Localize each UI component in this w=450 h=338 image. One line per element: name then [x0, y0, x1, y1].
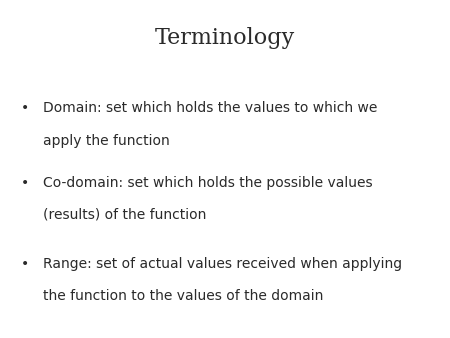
Text: Domain: set which holds the values to which we: Domain: set which holds the values to wh… [43, 101, 377, 115]
Text: •: • [21, 176, 29, 190]
Text: (results) of the function: (results) of the function [43, 208, 206, 222]
Text: apply the function: apply the function [43, 134, 170, 147]
Text: •: • [21, 257, 29, 271]
Text: Range: set of actual values received when applying: Range: set of actual values received whe… [43, 257, 402, 271]
Text: Co-domain: set which holds the possible values: Co-domain: set which holds the possible … [43, 176, 373, 190]
Text: Terminology: Terminology [155, 27, 295, 49]
Text: the function to the values of the domain: the function to the values of the domain [43, 289, 323, 303]
Text: •: • [21, 101, 29, 115]
